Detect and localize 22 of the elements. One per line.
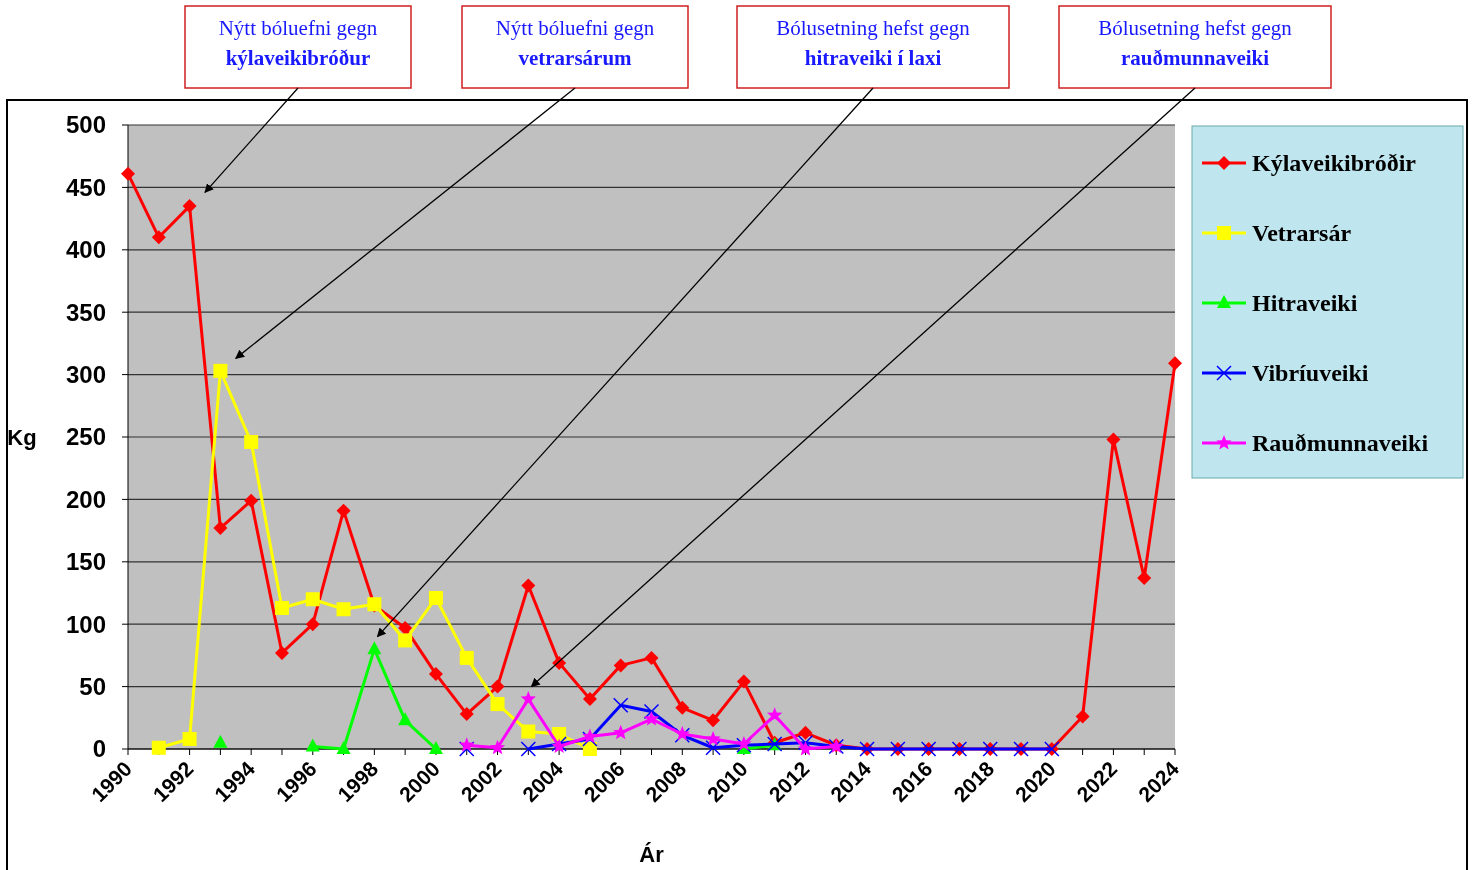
y-axis-title: Kg xyxy=(7,424,37,450)
x-axis-title: Ár xyxy=(639,842,665,867)
text: Bólusetning hefst gegn rauðmunnaveiki xyxy=(1098,16,1293,70)
y-tick-label: 450 xyxy=(65,173,106,201)
legend-label: Rauðmunnaveiki xyxy=(1252,430,1429,457)
text: Bólusetning hefst gegn hitraveiki í laxi xyxy=(776,16,971,70)
y-tick-label: 100 xyxy=(65,610,106,638)
y-tick-label: 250 xyxy=(65,423,106,451)
y-tick-label: 350 xyxy=(65,298,106,326)
y-tick-label: 400 xyxy=(65,236,106,264)
legend-label: Kýlaveikibróðir xyxy=(1252,150,1417,177)
legend-label: Vetrarsár xyxy=(1252,220,1352,247)
text: Nýtt bóluefni gegn vetrarsárum xyxy=(495,16,655,70)
y-tick-label: 50 xyxy=(79,673,106,700)
y-tick-label: 200 xyxy=(65,485,106,513)
y-tick-label: 500 xyxy=(65,111,106,139)
text: Nýtt bóluefni gegn kýlaveikibróður xyxy=(218,16,378,70)
y-tick-label: 150 xyxy=(65,548,106,576)
legend-label: Hitraveiki xyxy=(1252,290,1358,317)
y-tick-label: 0 xyxy=(92,735,106,763)
y-tick-label: 300 xyxy=(65,361,106,388)
legend-label: Vibríuveiki xyxy=(1252,360,1369,387)
